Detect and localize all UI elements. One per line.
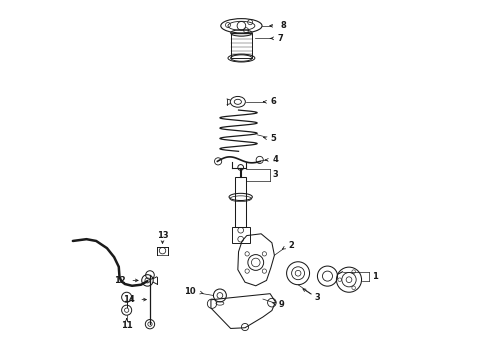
Text: 8: 8: [280, 21, 286, 30]
Text: 10: 10: [184, 287, 196, 296]
Text: 12: 12: [114, 276, 126, 285]
Text: 2: 2: [288, 241, 294, 250]
Text: 7: 7: [277, 34, 283, 43]
Text: 14: 14: [123, 295, 135, 304]
Text: 1: 1: [371, 272, 377, 281]
Bar: [235, 177, 246, 226]
Text: 3: 3: [315, 293, 320, 302]
Text: 9: 9: [279, 300, 285, 309]
Text: 5: 5: [271, 134, 277, 143]
Text: 6: 6: [271, 97, 277, 106]
Text: 11: 11: [121, 321, 132, 330]
Text: 3: 3: [273, 171, 279, 180]
Text: 13: 13: [157, 231, 169, 240]
Text: 4: 4: [273, 156, 279, 165]
Bar: [231, 33, 252, 58]
